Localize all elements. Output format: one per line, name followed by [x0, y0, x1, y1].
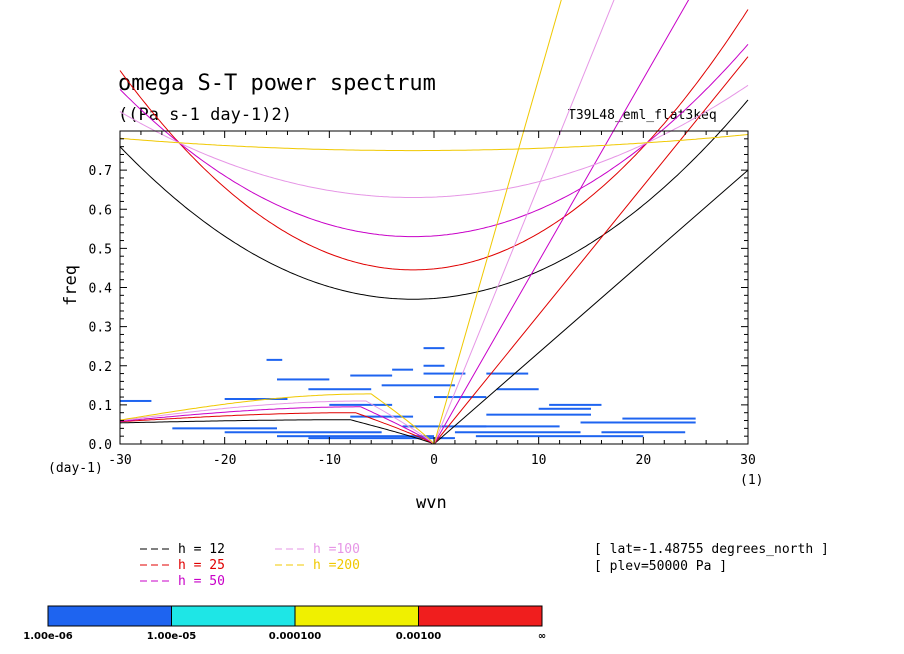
er-curve-h200 — [119, 134, 749, 152]
colorbar-swatch-0 — [47, 605, 172, 627]
run-label: T39L48_eml_flat3keq — [568, 108, 717, 123]
y-tick-label: 0.6 — [89, 203, 112, 218]
contour-segment-16 — [549, 403, 602, 406]
x-unit-label: (1) — [740, 473, 763, 488]
y-tick-label: 0.4 — [89, 282, 113, 297]
y-unit-label: (day-1) — [48, 461, 103, 476]
contour-segment-5 — [423, 364, 445, 367]
contour-segment-17 — [486, 413, 591, 416]
axis-ticks: -30 -20 -10 0 10 20 30 0.0 0.1 0.2 0.3 0.4 0.5 0.6 0.7 — [89, 131, 756, 468]
colorbar-label-3: 0.00100 — [396, 631, 442, 642]
contour-segment-22 — [277, 435, 434, 438]
x-tick-label: 0 — [430, 453, 438, 468]
colorbar-label-2: 0.000100 — [269, 631, 322, 642]
contour-segment-13 — [329, 403, 393, 406]
contour-segment-24 — [454, 431, 581, 434]
dispersion-curves — [119, 0, 749, 444]
kelvin-line-h12 — [433, 169, 749, 444]
x-tick-label: 20 — [636, 453, 652, 468]
x-axis-label: wvn — [416, 493, 447, 513]
colorbar: 1.00e-06 1.00e-05 0.000100 0.00100 ∞ — [23, 605, 546, 642]
y-tick-label: 0.7 — [89, 164, 112, 179]
contour-segment-0 — [266, 358, 283, 361]
contour-segment-8 — [308, 388, 372, 391]
contour-segment-3 — [392, 368, 414, 371]
kelvin-line-h200 — [433, 0, 562, 444]
chart-units: ((Pa s-1 day-1)2) — [118, 105, 292, 125]
contour-segment-11 — [120, 399, 152, 402]
contour-segment-26 — [601, 431, 686, 434]
contour-segment-10 — [496, 388, 539, 391]
colorbar-label-1: 1.00e-05 — [147, 631, 197, 642]
colorbar-label-0: 1.00e-06 — [23, 631, 73, 642]
contour-segment-20 — [172, 427, 277, 430]
er-curve-h50 — [119, 43, 749, 238]
colorbar-swatch-3 — [418, 605, 543, 627]
contour-segment-6 — [423, 372, 466, 375]
er-curve-h12 — [119, 99, 749, 300]
contour-segment-18 — [580, 421, 696, 424]
kelvin-line-h100 — [433, 0, 615, 444]
y-tick-label: 0.2 — [89, 360, 112, 375]
contour-segment-25 — [475, 435, 644, 438]
contour-segment-12 — [224, 398, 288, 401]
x-tick-label: 30 — [740, 453, 756, 468]
chart-title: omega S-T power spectrum — [118, 71, 436, 96]
y-tick-label: 0.5 — [89, 242, 112, 257]
contour-segment-19 — [622, 417, 696, 420]
mrg-curve-h100 — [119, 400, 435, 444]
contour-segment-28 — [454, 425, 560, 428]
legend-label-h50: h = 50 — [178, 574, 225, 589]
mrg-curve-h200 — [119, 393, 435, 444]
contour-segment-14 — [434, 396, 487, 399]
colorbar-swatch-2 — [294, 605, 419, 627]
contour-segment-1 — [350, 374, 393, 377]
contour-segment-23 — [308, 437, 455, 440]
mrg-curve-h12 — [119, 419, 435, 444]
contour-segment-15 — [538, 407, 591, 410]
legend-label-h12: h = 12 — [178, 542, 225, 557]
x-tick-label: -20 — [213, 453, 236, 468]
contour-segment-9 — [381, 384, 455, 387]
annotation-plev: [ plev=50000 Pa ] — [594, 559, 727, 574]
contour-segment-7 — [486, 372, 529, 375]
colorbar-swatch-1 — [171, 605, 296, 627]
y-tick-label: 0.0 — [89, 438, 112, 453]
x-tick-label: -30 — [108, 453, 131, 468]
kelvin-line-h50 — [433, 0, 690, 444]
er-curve-h25 — [119, 9, 749, 271]
kelvin-line-h25 — [433, 56, 749, 444]
y-tick-label: 0.3 — [89, 321, 112, 336]
contour-segment-2 — [277, 378, 330, 381]
mrg-curve-h25 — [119, 412, 435, 444]
contour-segment-21 — [224, 431, 382, 434]
x-tick-label: 10 — [531, 453, 547, 468]
contour-segment-4 — [423, 347, 445, 350]
legend-label-h100: h =100 — [313, 542, 360, 557]
y-axis-label: freq — [61, 265, 81, 306]
y-tick-label: 0.1 — [89, 399, 112, 414]
er-curve-h100 — [119, 84, 749, 198]
x-tick-label: -10 — [318, 453, 341, 468]
annotation-lat: [ lat=-1.48755 degrees_north ] — [594, 542, 829, 557]
mrg-curve-h50 — [119, 406, 435, 444]
colorbar-label-4: ∞ — [538, 631, 546, 642]
legend-label-h25: h = 25 — [178, 558, 225, 573]
legend-label-h200: h =200 — [313, 558, 360, 573]
